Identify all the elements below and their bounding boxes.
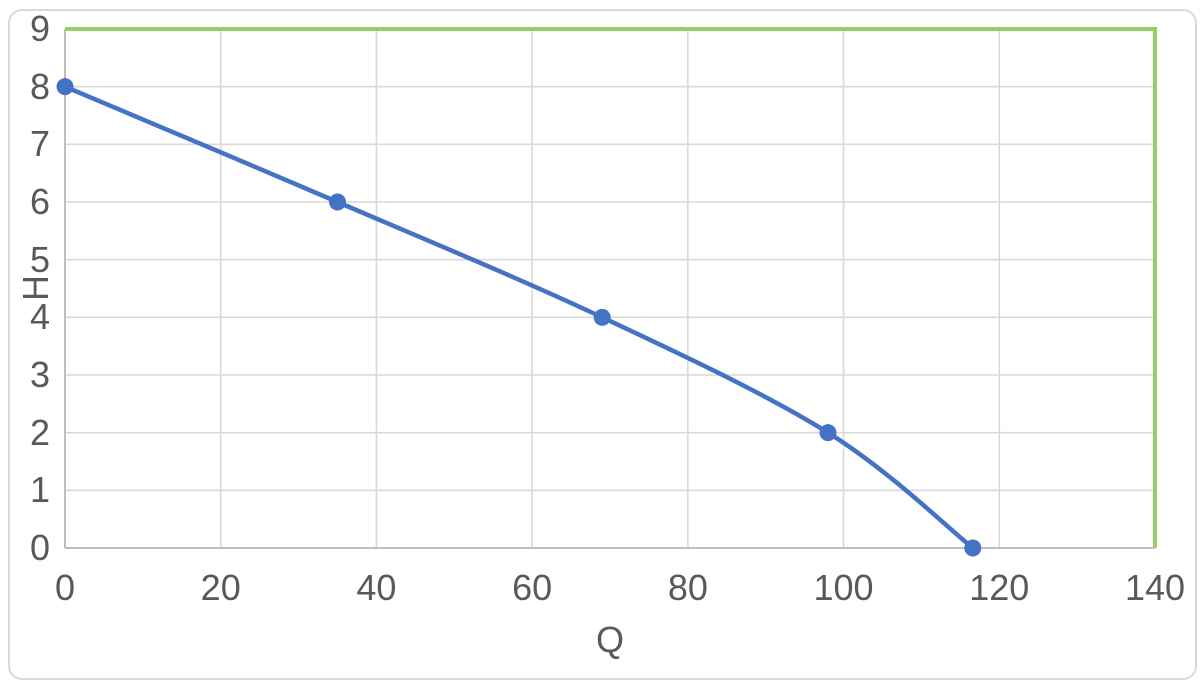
- y-tick-label: 1: [29, 469, 50, 511]
- y-tick-label: 7: [29, 123, 50, 165]
- y-tick-label: 3: [29, 354, 50, 395]
- series-markers: [56, 78, 982, 557]
- axis-lines: [64, 29, 1155, 549]
- y-tick-label: 8: [29, 65, 50, 107]
- data-point-marker: [329, 193, 346, 211]
- y-axis-title: H: [15, 275, 56, 301]
- x-tick-label: 0: [54, 567, 76, 608]
- data-point-marker: [964, 539, 982, 557]
- y-tick-label: 6: [29, 181, 50, 222]
- x-tick-label: 40: [356, 567, 397, 608]
- boundary-line: [65, 27, 1157, 548]
- data-point-marker: [56, 78, 74, 96]
- series-line: [62, 84, 976, 551]
- y-tick-label: 2: [29, 411, 50, 453]
- y-tick-label: 4: [29, 296, 50, 338]
- data-point-marker: [593, 308, 611, 326]
- x-tick-label: 60: [512, 567, 553, 608]
- y-tick-label: 0: [29, 527, 50, 568]
- x-tick-label: 80: [667, 567, 708, 608]
- x-tick-label: 100: [813, 567, 874, 608]
- gridlines: [64, 28, 1156, 549]
- x-tick-label: 120: [969, 567, 1030, 608]
- x-tick-label: 20: [200, 567, 241, 608]
- x-axis-title: Q: [595, 619, 624, 660]
- data-point-marker: [819, 424, 837, 442]
- y-tick-label: 9: [29, 8, 50, 49]
- y-tick-label: 5: [29, 238, 50, 280]
- x-tick-label: 140: [1124, 567, 1186, 608]
